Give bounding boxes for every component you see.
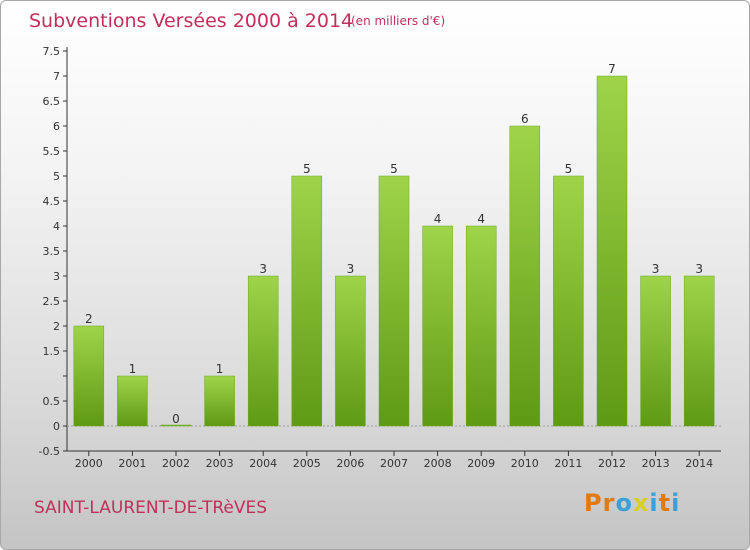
value-label: 1 <box>129 362 137 376</box>
value-label: 4 <box>477 212 485 226</box>
value-label: 2 <box>85 312 93 326</box>
commune-name: SAINT-LAURENT-DE-TRèVES <box>34 498 268 518</box>
y-tick-label: 2 <box>53 320 60 333</box>
x-tick-label: 2013 <box>642 457 670 470</box>
x-tick-label: 2000 <box>75 457 103 470</box>
x-tick-label: 2001 <box>118 457 146 470</box>
value-label: 3 <box>695 262 703 276</box>
bar[interactable] <box>683 275 715 427</box>
x-tick-label: 2002 <box>162 457 190 470</box>
bar[interactable] <box>160 424 192 427</box>
bar[interactable] <box>553 175 584 427</box>
y-tick-label: -0.5 <box>39 445 60 458</box>
x-tick-label: 2008 <box>424 457 452 470</box>
bar[interactable] <box>73 325 105 427</box>
x-tick-label: 2010 <box>511 457 539 470</box>
bar[interactable] <box>596 75 628 427</box>
proxiti-logo[interactable]: Proxiti <box>584 489 681 517</box>
y-tick-label: 2.5 <box>43 295 61 308</box>
bar[interactable] <box>247 275 279 427</box>
x-tick-label: 2009 <box>467 457 495 470</box>
value-labels: 2 1 0 1 3 5 3 5 4 4 6 5 7 3 3 <box>85 62 703 426</box>
value-label: 3 <box>259 262 267 276</box>
y-tick-label: 0.5 <box>43 395 61 408</box>
value-label: 4 <box>434 212 442 226</box>
value-label: 1 <box>216 362 224 376</box>
x-tick-label: 2011 <box>554 457 582 470</box>
y-tick-label: 6 <box>53 120 60 133</box>
x-tick-label: 2005 <box>293 457 321 470</box>
x-tick-label: 2007 <box>380 457 408 470</box>
y-tick-label: 4.5 <box>43 195 61 208</box>
bar[interactable] <box>291 175 323 427</box>
y-tick-label: 5 <box>53 170 60 183</box>
chart-title: Subventions Versées 2000 à 2014 <box>29 10 354 32</box>
y-tick-label: 3 <box>53 270 60 283</box>
y-tick-label: 1.5 <box>43 345 61 358</box>
value-label: 7 <box>608 62 616 76</box>
y-tick-label: 3.5 <box>43 245 61 258</box>
bar[interactable] <box>465 225 497 427</box>
x-tick-label: 2014 <box>685 457 713 470</box>
value-label: 5 <box>390 162 398 176</box>
bar[interactable] <box>640 275 671 427</box>
bar[interactable] <box>378 175 410 427</box>
x-tick-label: 2006 <box>336 457 364 470</box>
value-label: 3 <box>652 262 660 276</box>
value-label: 0 <box>172 412 180 426</box>
x-tick-label: 2003 <box>206 457 234 470</box>
y-tick-label: 6.5 <box>43 95 61 108</box>
bar[interactable] <box>422 225 453 427</box>
bar[interactable] <box>117 375 148 427</box>
bar[interactable] <box>509 125 541 427</box>
x-tick-label: 2012 <box>598 457 626 470</box>
bar[interactable] <box>335 275 366 427</box>
unit-label: (en milliers d'€) <box>351 14 446 28</box>
x-tick-label: 2004 <box>249 457 277 470</box>
y-tick-label: 4 <box>53 220 60 233</box>
y-tick-label: 5.5 <box>43 145 61 158</box>
value-label: 5 <box>565 162 573 176</box>
value-label: 6 <box>521 112 529 126</box>
y-tick-label: 0 <box>53 420 60 433</box>
value-label: 3 <box>347 262 355 276</box>
bar[interactable] <box>204 375 235 427</box>
y-tick-label: 7.5 <box>43 45 61 58</box>
value-label: 5 <box>303 162 311 176</box>
y-tick-label: 7 <box>53 70 60 83</box>
bars <box>73 75 715 427</box>
